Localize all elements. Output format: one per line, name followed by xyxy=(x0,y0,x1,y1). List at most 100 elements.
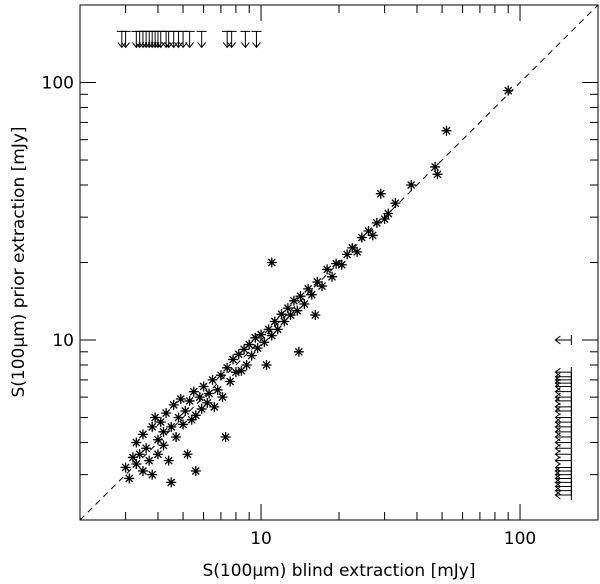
data-point xyxy=(272,324,283,335)
data-point xyxy=(250,332,261,343)
data-point xyxy=(331,258,342,269)
data-point xyxy=(161,408,172,419)
data-point xyxy=(137,429,148,440)
data-point xyxy=(371,217,382,228)
data-point xyxy=(178,419,189,430)
data-point xyxy=(163,455,174,466)
data-point xyxy=(347,242,358,253)
data-point xyxy=(279,316,290,327)
data-point xyxy=(209,401,220,412)
upper-limit-arrow xyxy=(554,367,572,378)
data-point xyxy=(356,232,367,243)
x-tick-label: 10 xyxy=(250,529,272,549)
data-point xyxy=(230,367,241,378)
data-point xyxy=(259,337,270,348)
data-point xyxy=(182,449,193,460)
data-point xyxy=(225,376,236,387)
upper-limit-arrow xyxy=(251,30,262,49)
data-point xyxy=(430,161,441,172)
data-point xyxy=(196,403,207,414)
data-point xyxy=(158,440,169,451)
data-point xyxy=(263,324,274,335)
data-point xyxy=(241,359,252,370)
data-point xyxy=(303,283,314,294)
data-point xyxy=(327,271,338,282)
data-point xyxy=(184,395,195,406)
data-point xyxy=(127,452,138,463)
data-point xyxy=(175,394,186,405)
y-tick-label: 10 xyxy=(52,331,74,351)
upper-limit-arrow xyxy=(554,417,572,428)
x-tick-label: 100 xyxy=(504,529,536,549)
data-point xyxy=(342,249,353,260)
data-point xyxy=(134,449,145,460)
data-point xyxy=(212,384,223,395)
data-point xyxy=(147,421,158,432)
data-point xyxy=(432,169,443,180)
data-point xyxy=(166,477,177,488)
data-point xyxy=(152,434,163,445)
data-point xyxy=(246,350,257,361)
upper-limit-arrow xyxy=(554,485,572,496)
upper-limit-arrow xyxy=(554,335,572,346)
x-axis-label: S(100μm) blind extraction [mJy] xyxy=(203,561,476,581)
data-point xyxy=(204,388,215,399)
data-point xyxy=(256,329,267,340)
data-point xyxy=(288,295,299,306)
data-point xyxy=(441,125,452,136)
data-point xyxy=(312,276,323,287)
data-point xyxy=(190,465,201,476)
data-point xyxy=(322,264,333,275)
upper-limit-arrow xyxy=(178,30,189,49)
data-point xyxy=(202,397,213,408)
data-point xyxy=(166,421,177,432)
data-point xyxy=(150,412,161,423)
upper-limit-arrow xyxy=(120,30,131,49)
y-axis-label: S(100μm) prior extraction [mJy] xyxy=(9,126,29,397)
data-point xyxy=(144,455,155,466)
data-point xyxy=(244,339,255,350)
data-point xyxy=(379,214,390,225)
upper-limit-arrow xyxy=(222,30,233,49)
data-point xyxy=(233,349,244,360)
data-point xyxy=(406,179,417,190)
data-point xyxy=(292,305,303,316)
data-point xyxy=(266,257,277,268)
data-point xyxy=(194,392,205,403)
data-point xyxy=(124,473,135,484)
data-point xyxy=(131,458,142,469)
data-point xyxy=(141,443,152,454)
upper-limit-arrow xyxy=(554,490,572,501)
data-point xyxy=(155,417,166,428)
data-point xyxy=(188,386,199,397)
data-point xyxy=(352,246,363,257)
data-point xyxy=(306,289,317,300)
data-point xyxy=(207,374,218,385)
data-point xyxy=(158,426,169,437)
upper-limit-arrow xyxy=(196,30,207,49)
data-point xyxy=(152,449,163,460)
data-point xyxy=(215,370,226,381)
data-point xyxy=(168,399,179,410)
data-point xyxy=(137,465,148,476)
upper-limit-arrow xyxy=(554,406,572,417)
data-point xyxy=(276,309,287,320)
upper-limit-arrow xyxy=(554,412,572,423)
upper-limit-arrow xyxy=(554,455,572,466)
upper-limit-arrow xyxy=(554,481,572,492)
upper-limit-arrow xyxy=(240,30,251,49)
data-point xyxy=(186,414,197,425)
data-point xyxy=(236,365,247,376)
upper-limit-arrow xyxy=(184,30,195,49)
data-point xyxy=(180,406,191,417)
data-point xyxy=(120,462,131,473)
data-point xyxy=(131,437,142,448)
data-point xyxy=(310,310,321,321)
data-point xyxy=(171,432,182,443)
data-point xyxy=(282,303,293,314)
data-point xyxy=(390,198,401,209)
data-point xyxy=(190,410,201,421)
y-tick-label: 100 xyxy=(42,74,74,94)
data-point xyxy=(198,381,209,392)
